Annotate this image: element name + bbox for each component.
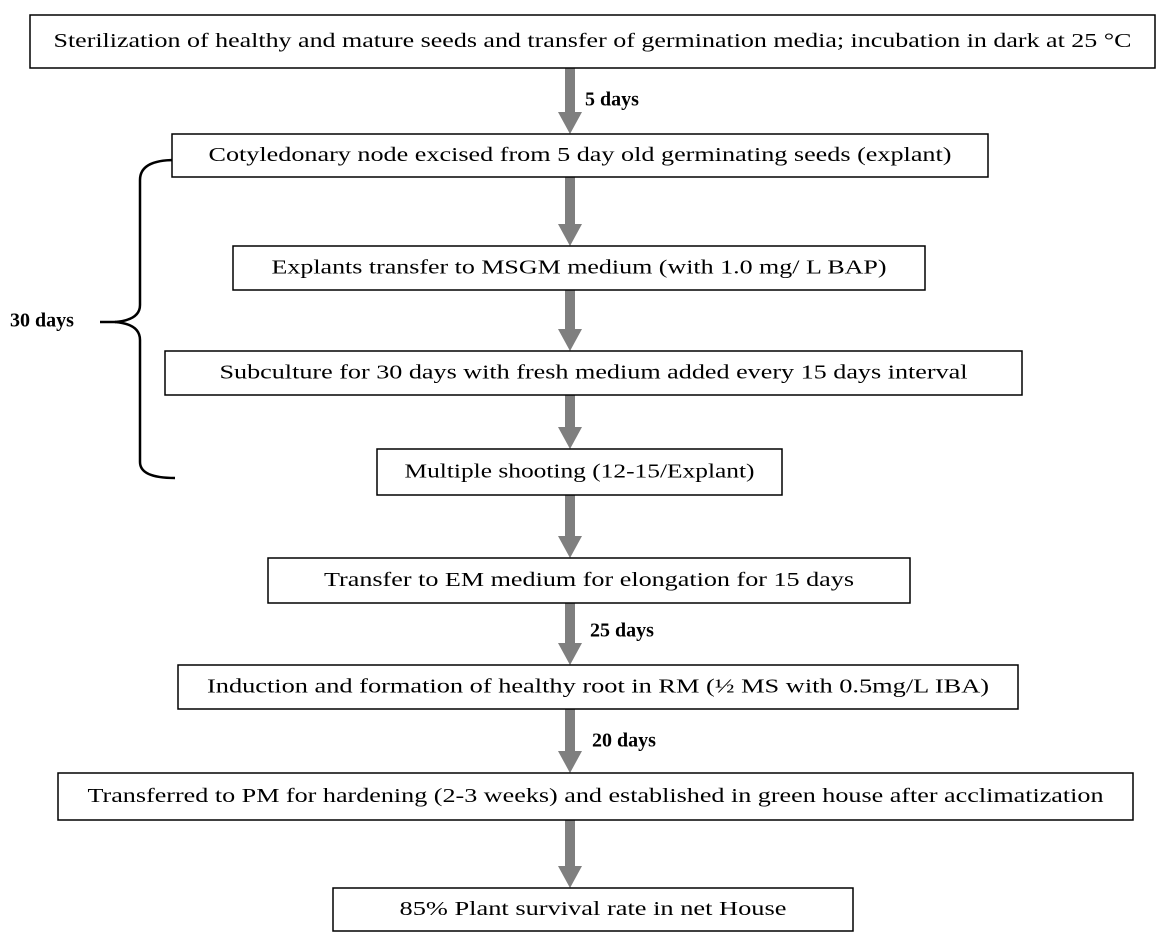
bracket <box>114 158 176 480</box>
arrow <box>558 709 582 773</box>
process-box <box>232 245 926 291</box>
arrow <box>558 395 582 449</box>
arrow <box>558 495 582 558</box>
process-label: Multiple shooting (12-15/Explant) <box>405 461 755 483</box>
process-label: Induction and formation of healthy root … <box>207 676 989 698</box>
process-label: Transferred to PM for hardening (2-3 wee… <box>88 785 1104 807</box>
arrow <box>558 177 582 246</box>
process-box <box>171 133 989 178</box>
process-label: Subculture for 30 days with fresh medium… <box>220 362 969 384</box>
arrow-label: 20 days <box>592 730 656 752</box>
bracket-label: 30 days <box>10 310 74 332</box>
arrow-label: 5 days <box>585 89 639 111</box>
process-box <box>332 887 854 932</box>
process-label: Explants transfer to MSGM medium (with 1… <box>272 257 887 279</box>
arrow <box>558 290 582 351</box>
process-box <box>57 772 1134 821</box>
arrow <box>558 68 582 134</box>
process-box <box>267 557 911 604</box>
process-box <box>164 350 1023 396</box>
process-label: Cotyledonary node excised from 5 day old… <box>209 144 952 166</box>
arrow-label: 25 days <box>590 620 654 642</box>
process-label: 85% Plant survival rate in net House <box>400 898 787 920</box>
flow: Sterilization of healthy and mature seed… <box>29 14 1156 932</box>
process-box <box>29 14 1156 69</box>
process-label: Sterilization of healthy and mature seed… <box>54 30 1132 52</box>
process-box <box>376 448 783 496</box>
arrow <box>558 820 582 888</box>
arrow <box>558 603 582 665</box>
process-box <box>177 664 1019 710</box>
process-label: Transfer to EM medium for elongation for… <box>324 569 854 591</box>
